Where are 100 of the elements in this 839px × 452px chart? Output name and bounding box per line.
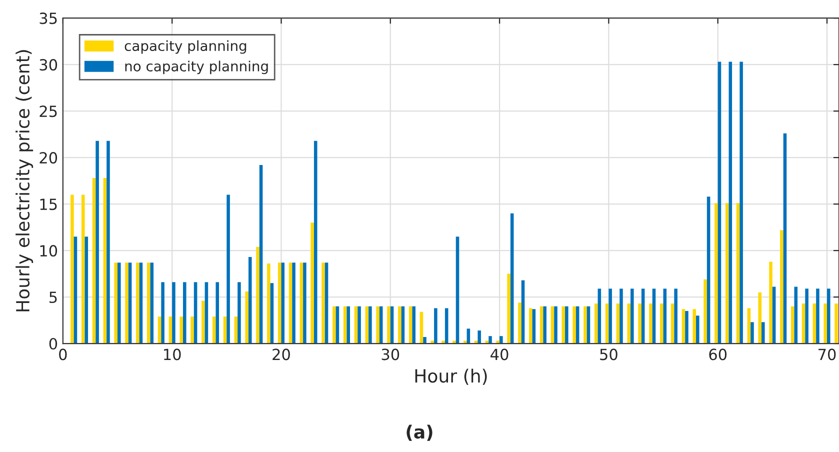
x-axis-title: Hour (h) [415, 368, 487, 385]
y-tick-label: 30 [40, 59, 58, 71]
bar [769, 262, 772, 344]
bar [620, 288, 623, 344]
bar [750, 322, 754, 344]
bar [616, 304, 620, 344]
bar [576, 306, 580, 344]
bar [376, 306, 380, 344]
bar [310, 222, 314, 344]
bar [762, 322, 765, 344]
bar [292, 262, 296, 344]
bar [826, 288, 830, 344]
bar [70, 194, 74, 344]
bar [594, 304, 598, 344]
y-tick-label: 35 [40, 12, 57, 24]
bar [704, 279, 707, 344]
x-tick-label: 30 [382, 348, 400, 360]
bar [692, 309, 696, 344]
bar [740, 62, 743, 344]
bar [182, 282, 186, 344]
bar [324, 262, 328, 344]
bar [300, 262, 304, 344]
bar [728, 62, 732, 344]
bar [238, 282, 241, 344]
bar [660, 304, 664, 344]
bar [420, 312, 424, 344]
bar [379, 306, 383, 344]
y-axis-title: Hourly electricity price (cent) [16, 50, 34, 312]
bar [685, 310, 688, 344]
bar [812, 304, 816, 344]
bar [259, 164, 263, 344]
bar [584, 306, 587, 344]
y-tick-label: 0 [49, 338, 58, 350]
bar [790, 306, 794, 344]
bar [532, 309, 536, 344]
bar [649, 304, 652, 344]
bar [168, 316, 172, 344]
bar [74, 236, 78, 344]
bar [444, 308, 448, 344]
bar [398, 306, 402, 344]
bar [706, 196, 710, 344]
bar [346, 306, 350, 344]
bar [714, 203, 718, 344]
bar [518, 302, 522, 344]
bar [245, 291, 248, 344]
bar [718, 62, 722, 344]
bar [670, 304, 674, 344]
bar [452, 340, 456, 344]
bar [758, 292, 762, 344]
bar [281, 262, 285, 344]
bar [627, 304, 631, 344]
bar [128, 262, 132, 344]
bar [565, 306, 568, 344]
bar [663, 288, 667, 344]
bar [772, 286, 776, 344]
bar [529, 308, 532, 344]
bar [638, 304, 642, 344]
bar [92, 178, 96, 344]
bar [423, 337, 426, 344]
y-tick-label: 10 [40, 245, 58, 257]
bar [158, 316, 162, 344]
bar [194, 282, 198, 344]
bar [550, 306, 554, 344]
bar [139, 262, 143, 344]
bar [682, 309, 686, 344]
bar [408, 306, 412, 344]
y-tick-label: 20 [40, 152, 58, 164]
bar [118, 262, 121, 344]
bar [96, 140, 99, 344]
bar [125, 262, 128, 344]
bar [190, 316, 194, 344]
bar [434, 308, 438, 344]
bar [824, 304, 827, 344]
bar [103, 178, 107, 344]
bar [387, 306, 390, 344]
bar [736, 203, 740, 344]
bar [572, 306, 576, 344]
bar [488, 336, 492, 344]
y-tick-label: 5 [50, 292, 57, 304]
bar [605, 304, 609, 344]
bar [401, 306, 405, 344]
bar [608, 288, 612, 344]
bar [146, 262, 150, 344]
bar [314, 140, 318, 344]
bar [212, 316, 216, 344]
bar [412, 306, 416, 344]
bar [136, 262, 140, 344]
bar [802, 304, 806, 344]
bar [278, 262, 282, 344]
bar [507, 274, 510, 344]
bar [303, 262, 306, 344]
bar [521, 280, 525, 344]
bar [586, 306, 590, 344]
bar [106, 140, 110, 344]
bar [343, 306, 347, 344]
bar [456, 236, 460, 344]
bar [322, 262, 325, 344]
bar [256, 246, 260, 344]
bar [216, 282, 220, 344]
bar [696, 316, 700, 344]
